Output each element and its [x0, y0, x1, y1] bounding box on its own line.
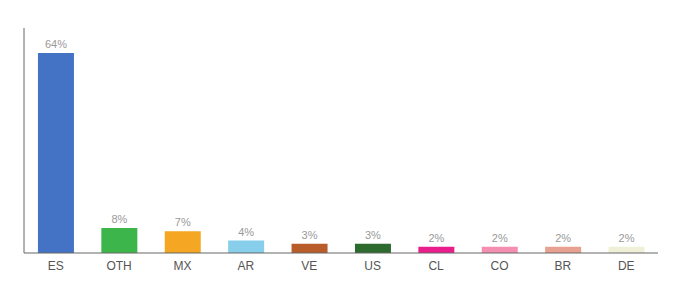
- svg-text:2%: 2%: [492, 232, 508, 244]
- svg-text:BR: BR: [555, 259, 572, 273]
- svg-text:ES: ES: [48, 259, 64, 273]
- svg-text:3%: 3%: [365, 229, 381, 241]
- svg-text:2%: 2%: [428, 232, 444, 244]
- svg-text:MX: MX: [174, 259, 192, 273]
- svg-text:2%: 2%: [619, 232, 635, 244]
- svg-text:4%: 4%: [238, 226, 254, 238]
- svg-text:VE: VE: [301, 259, 317, 273]
- svg-text:64%: 64%: [45, 38, 67, 50]
- svg-text:DE: DE: [618, 259, 635, 273]
- svg-text:US: US: [364, 259, 381, 273]
- svg-text:AR: AR: [238, 259, 255, 273]
- svg-text:OTH: OTH: [106, 259, 131, 273]
- svg-text:3%: 3%: [302, 229, 318, 241]
- svg-text:2%: 2%: [555, 232, 571, 244]
- svg-text:8%: 8%: [111, 213, 127, 225]
- svg-text:CO: CO: [491, 259, 509, 273]
- svg-text:7%: 7%: [175, 216, 191, 228]
- svg-text:CL: CL: [428, 259, 444, 273]
